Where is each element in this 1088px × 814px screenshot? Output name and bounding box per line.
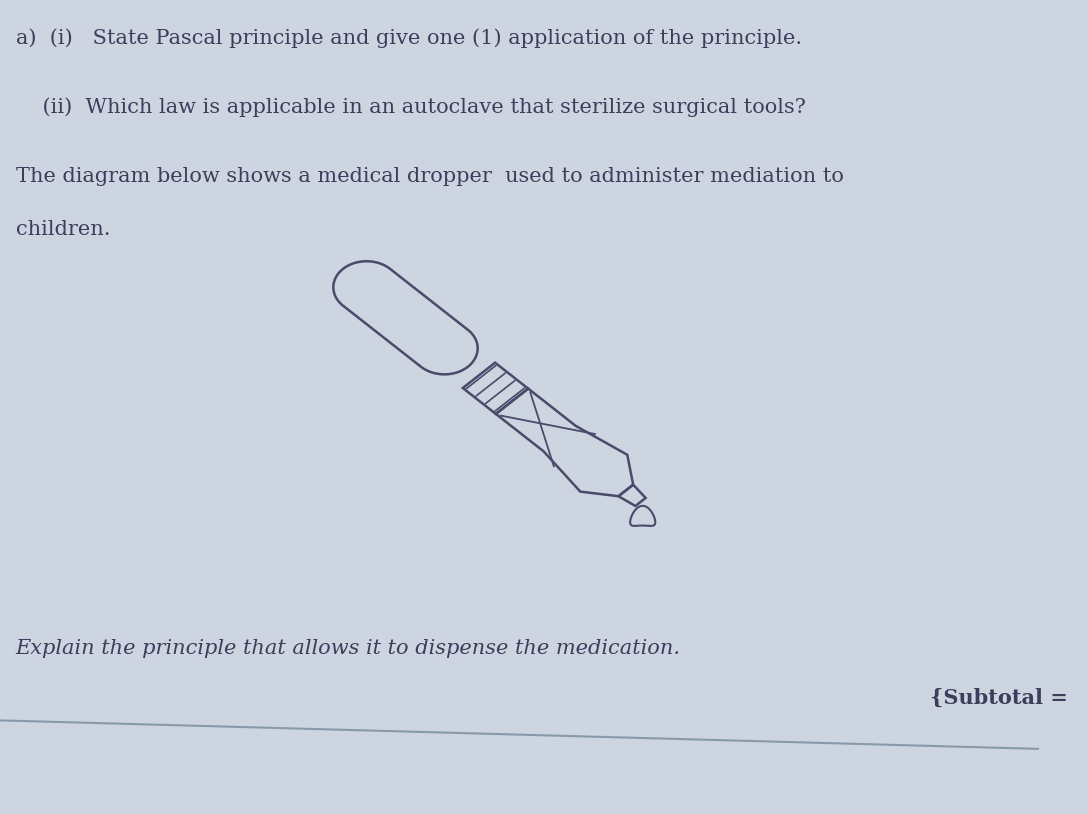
Text: {Subtotal =: {Subtotal = (929, 688, 1067, 708)
Text: a)  (i)   State Pascal principle and give one (1) application of the principle.: a) (i) State Pascal principle and give o… (15, 28, 802, 48)
Text: Explain the principle that allows it to dispense the medication.: Explain the principle that allows it to … (15, 639, 681, 658)
Text: (ii)  Which law is applicable in an autoclave that sterilize surgical tools?: (ii) Which law is applicable in an autoc… (15, 98, 805, 117)
Text: The diagram below shows a medical dropper  used to administer mediation to: The diagram below shows a medical droppe… (15, 167, 843, 186)
Text: children.: children. (15, 220, 110, 239)
